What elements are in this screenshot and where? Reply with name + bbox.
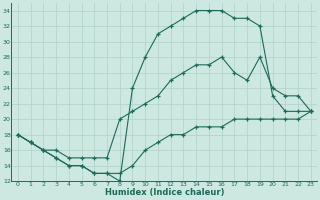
- X-axis label: Humidex (Indice chaleur): Humidex (Indice chaleur): [105, 188, 224, 197]
